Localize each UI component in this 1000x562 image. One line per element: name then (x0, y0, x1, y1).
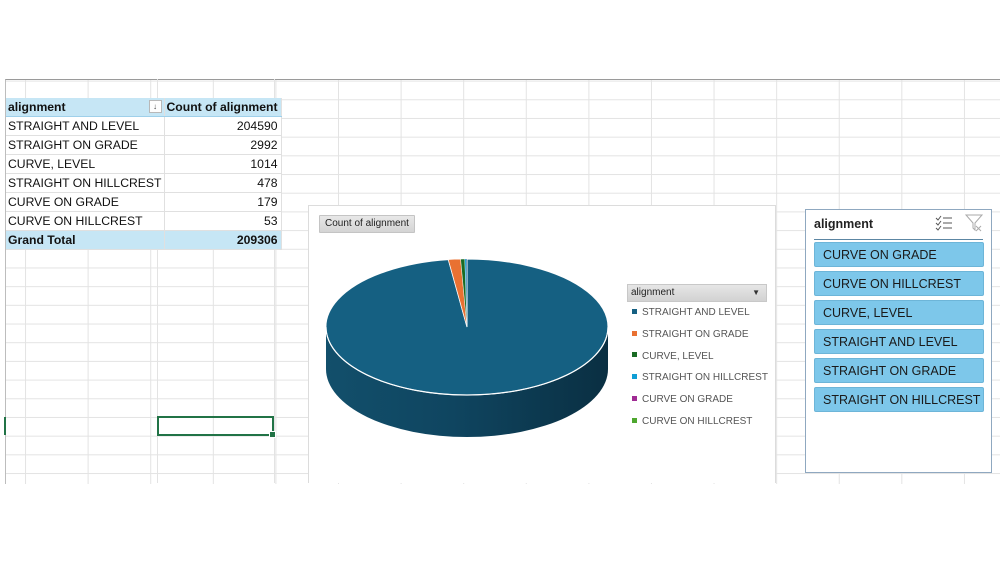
chart-legend: alignment ▼ STRAIGHT AND LEVEL STRAIGHT … (627, 284, 768, 433)
slicer-item-straight-on-hillcrest[interactable]: STRAIGHT ON HILLCREST (814, 387, 984, 412)
legend-swatch-icon (632, 352, 637, 358)
chevron-down-icon: ▼ (752, 288, 760, 297)
fill-handle[interactable] (269, 431, 276, 438)
slicer-item-straight-on-grade[interactable]: STRAIGHT ON GRADE (814, 358, 984, 383)
value-field-button[interactable]: Count of alignment (319, 215, 415, 233)
table-row[interactable]: CURVE ON HILLCREST 53 (6, 211, 282, 232)
grand-total-row[interactable]: Grand Total 209306 (6, 230, 282, 251)
alignment-slicer[interactable]: alignment CURVE ON GRADE CURVE ON HILLCR… (805, 209, 992, 473)
legend-swatch-icon (632, 308, 637, 314)
row-label[interactable]: STRAIGHT ON HILLCREST (6, 173, 165, 194)
legend-swatch-icon (632, 330, 637, 336)
legend-item[interactable]: STRAIGHT ON HILLCREST (627, 367, 768, 389)
slicer-item-curve-on-grade[interactable]: CURVE ON GRADE (814, 242, 984, 267)
row-value[interactable]: 1014 (164, 154, 282, 175)
legend-item[interactable]: STRAIGHT ON GRADE (627, 324, 767, 346)
pie-rim (325, 326, 609, 396)
pie-side (326, 327, 608, 437)
row-value[interactable]: 478 (164, 173, 282, 194)
slicer-item-straight-and-level[interactable]: STRAIGHT AND LEVEL (814, 329, 984, 354)
pivot-value-header[interactable]: Count of alignment (164, 98, 282, 118)
row-label[interactable]: CURVE ON HILLCREST (6, 211, 165, 232)
pivot-header-row: alignment ↓ Count of alignment (6, 98, 282, 118)
pie-chart-3d[interactable] (309, 206, 777, 484)
legend-swatch-icon (632, 396, 637, 402)
clear-filter-icon[interactable] (965, 214, 983, 232)
row-label[interactable]: CURVE, LEVEL (6, 154, 165, 175)
row-label[interactable]: CURVE ON GRADE (6, 192, 165, 213)
table-row[interactable]: STRAIGHT ON HILLCREST 478 (6, 173, 282, 194)
slicer-item-curve-on-hillcrest[interactable]: CURVE ON HILLCREST (814, 271, 984, 296)
active-row-marker (4, 417, 6, 435)
row-label[interactable]: STRAIGHT AND LEVEL (6, 116, 165, 137)
row-value[interactable]: 53 (164, 211, 282, 232)
row-value[interactable]: 204590 (164, 116, 282, 137)
slicer-item-curve-level[interactable]: CURVE, LEVEL (814, 300, 984, 325)
legend-item[interactable]: CURVE ON HILLCREST (627, 411, 767, 433)
row-value[interactable]: 179 (164, 192, 282, 213)
grand-total-label[interactable]: Grand Total (6, 230, 165, 251)
column-divider (157, 79, 158, 483)
legend-item[interactable]: CURVE, LEVEL (627, 346, 767, 368)
multi-select-icon[interactable] (935, 215, 953, 231)
row-label[interactable]: STRAIGHT ON GRADE (6, 135, 165, 156)
table-row[interactable]: STRAIGHT AND LEVEL 204590 (6, 116, 282, 137)
row-value[interactable]: 2992 (164, 135, 282, 156)
pivot-row-label-header[interactable]: alignment ↓ (6, 98, 165, 118)
table-row[interactable]: CURVE ON GRADE 179 (6, 192, 282, 213)
selected-cell[interactable] (157, 416, 276, 438)
table-row[interactable]: STRAIGHT ON GRADE 2992 (6, 135, 282, 156)
legend-field-dropdown[interactable]: alignment ▼ (627, 284, 767, 302)
slicer-item-list: CURVE ON GRADE CURVE ON HILLCREST CURVE,… (814, 242, 984, 416)
legend-item[interactable]: STRAIGHT AND LEVEL (627, 302, 767, 324)
slicer-title: alignment (814, 217, 874, 231)
legend-item[interactable]: CURVE ON GRADE (627, 389, 767, 411)
sort-filter-dropdown-icon[interactable]: ↓ (148, 100, 162, 113)
table-row[interactable]: CURVE, LEVEL 1014 (6, 154, 282, 175)
legend-swatch-icon (632, 374, 637, 380)
grand-total-value[interactable]: 209306 (164, 230, 282, 251)
pivot-table: alignment ↓ Count of alignment STRAIGHT … (6, 98, 282, 251)
legend-swatch-icon (632, 417, 637, 423)
slicer-header: alignment (814, 210, 983, 240)
pivot-chart[interactable]: Count of alignment alignment ▼ STRAIGHT … (308, 205, 776, 483)
column-divider (274, 79, 275, 483)
pie-slice-straight-on-hillcrest[interactable] (464, 258, 468, 328)
